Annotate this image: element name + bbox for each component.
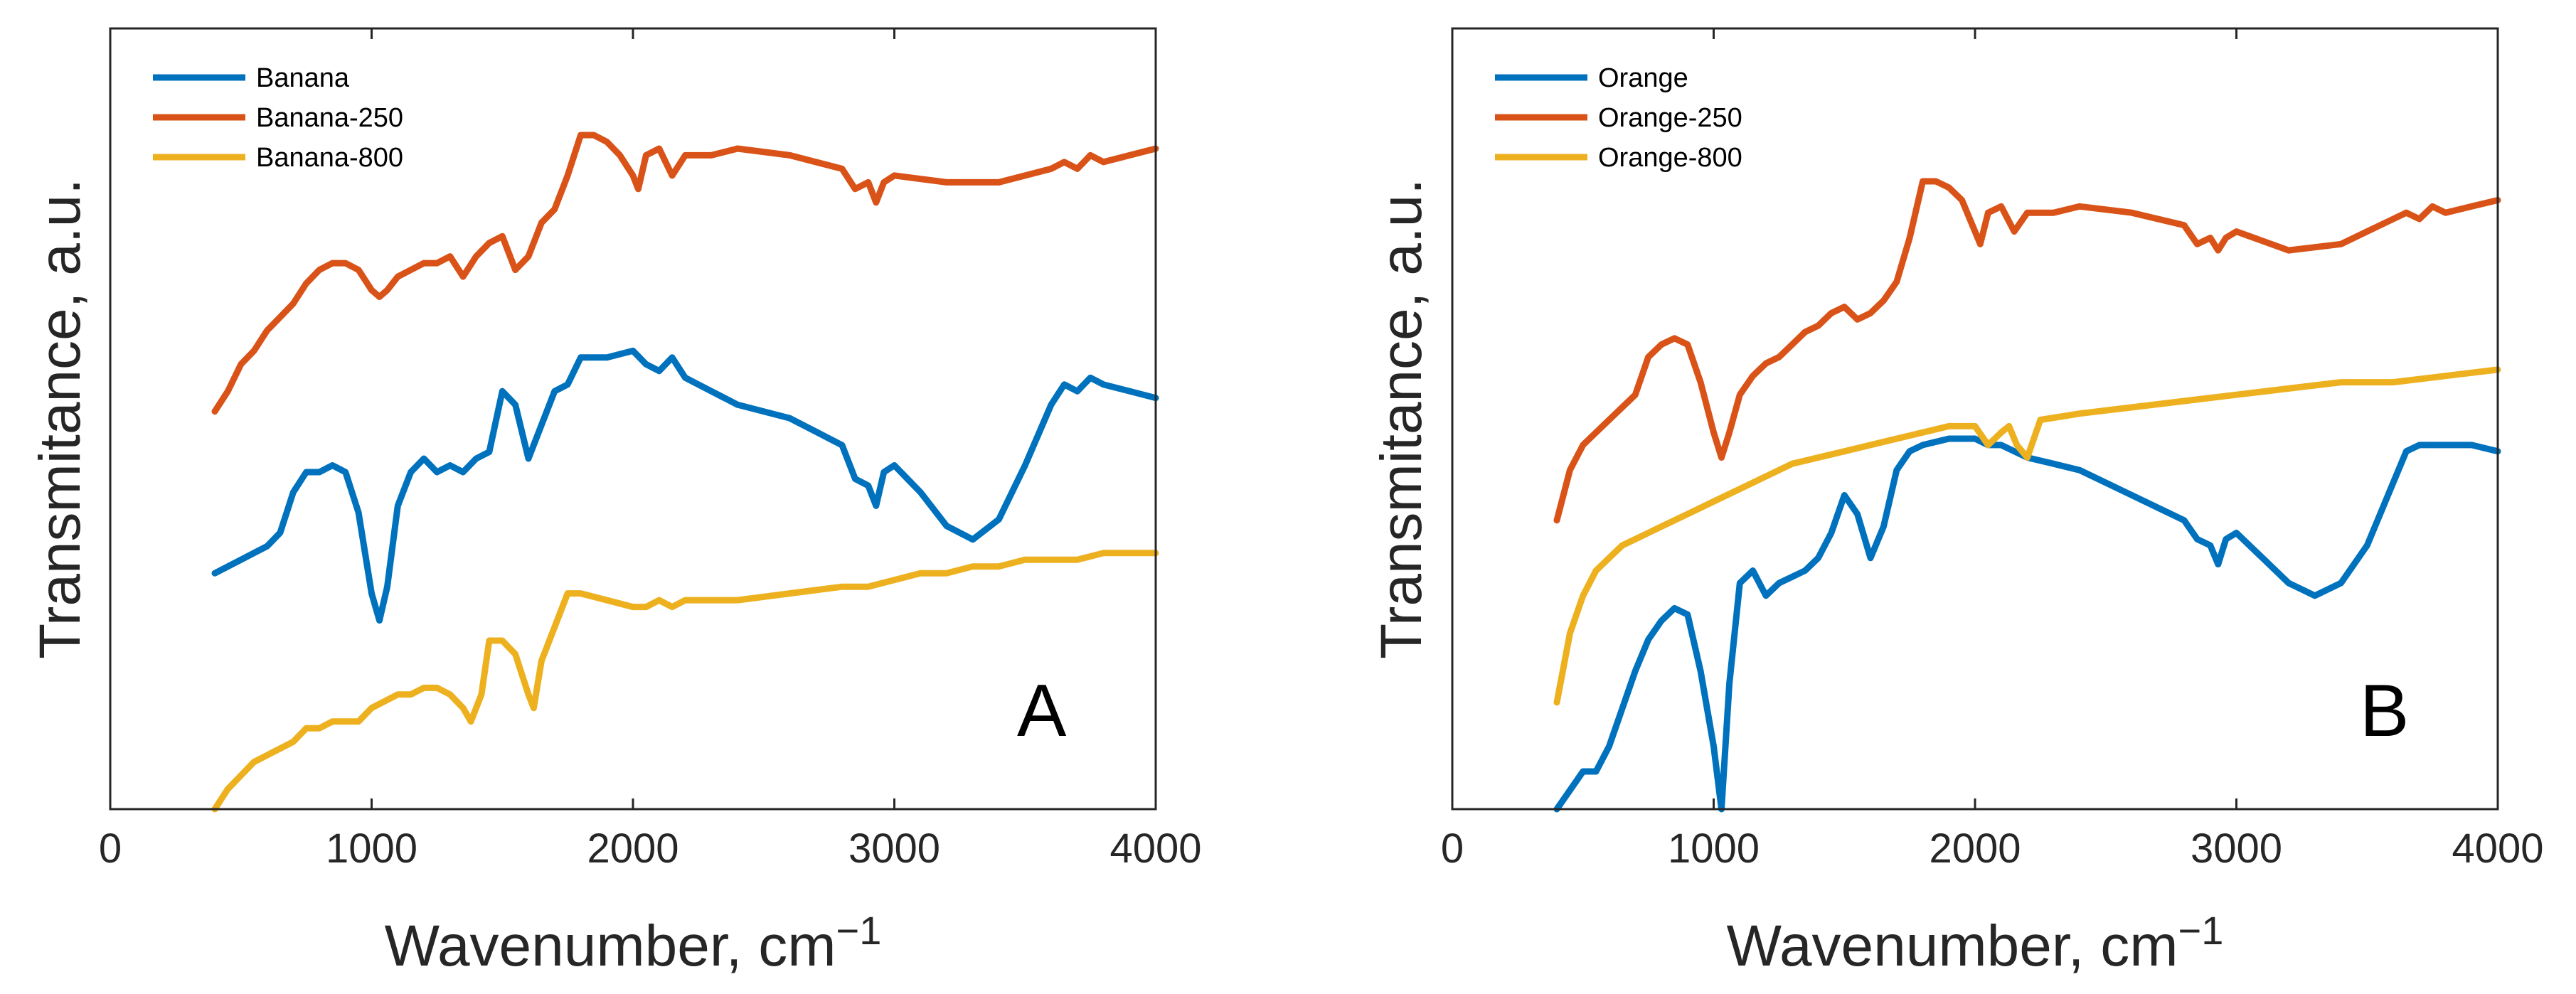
- ylabel-b: Transmitance, a.u.: [1369, 178, 1434, 659]
- x-tick-label-b-3000: 3000: [2191, 825, 2282, 872]
- plot-area-a: [211, 132, 1159, 813]
- ylabel-a: Transmitance, a.u.: [28, 178, 92, 659]
- legend-label-a-0: Banana: [256, 63, 350, 93]
- panel-a: 0 1000 2000 3000 4000 Transmitance, a.u. Wav…: [28, 27, 1202, 978]
- xlabel-b-superscript: −1: [2178, 908, 2224, 953]
- x-tick-label-a-0: 0: [99, 825, 122, 872]
- series-line-b-orange-800: [1553, 366, 2501, 706]
- xlabel-b-text: Wavenumber, cm: [1727, 914, 2178, 978]
- series-line-b-orange-250: [1553, 178, 2501, 524]
- xlabel-a-superscript: −1: [836, 908, 882, 953]
- x-tick-label-b-1000: 1000: [1668, 825, 1760, 872]
- x-tick-label-a-4000: 4000: [1109, 825, 1201, 872]
- x-tick-label-a-2000: 2000: [587, 825, 678, 872]
- x-tick-label-a-1000: 1000: [326, 825, 417, 872]
- series-line-a-banana: [211, 347, 1159, 624]
- series-line-a-banana-800: [211, 550, 1159, 813]
- x-ticks-b: 0 1000 2000 3000 4000: [1441, 28, 2544, 872]
- legend-label-a-1: Banana-250: [256, 103, 403, 133]
- xlabel-a-text: Wavenumber, cm: [385, 914, 836, 978]
- plot-area-b: [1553, 178, 2501, 813]
- panel-letter-b: B: [2360, 670, 2409, 752]
- series-line-b-orange: [1553, 435, 2501, 813]
- series-line-a-banana-250: [211, 132, 1159, 415]
- legend-label-b-1: Orange-250: [1598, 103, 1742, 133]
- legend-b: Orange Orange-250 Orange-800: [1495, 63, 1742, 173]
- panel-b: 0 1000 2000 3000 4000 Transmitance, a.u. Wav…: [1369, 27, 2544, 978]
- legend-label-b-2: Orange-800: [1598, 143, 1742, 173]
- x-tick-label-b-2000: 2000: [1929, 825, 2021, 872]
- x-ticks-a: 0 1000 2000 3000 4000: [99, 28, 1202, 872]
- x-tick-label-a-3000: 3000: [848, 825, 940, 872]
- x-tick-label-b-0: 0: [1441, 825, 1464, 872]
- xlabel-a: Wavenumber, cm−1: [385, 908, 882, 978]
- legend-label-b-0: Orange: [1598, 63, 1688, 93]
- legend-label-a-2: Banana-800: [256, 143, 403, 173]
- xlabel-b: Wavenumber, cm−1: [1727, 908, 2224, 978]
- panel-letter-a: A: [1017, 670, 1067, 752]
- legend-a: Banana Banana-250 Banana-800: [153, 63, 403, 173]
- x-tick-label-b-4000: 4000: [2452, 825, 2543, 872]
